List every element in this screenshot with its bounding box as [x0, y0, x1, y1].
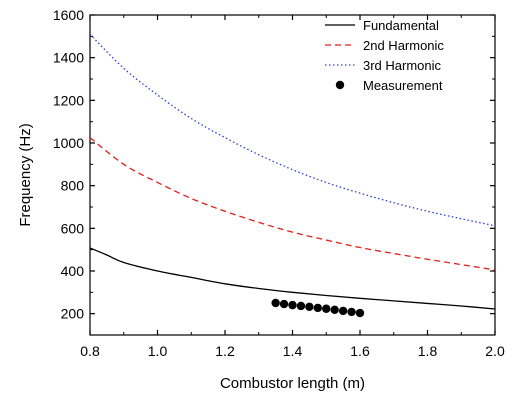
measurement-point — [305, 302, 314, 312]
x-axis-label: Combustor length (m) — [220, 375, 365, 392]
y-tick-label: 1000 — [53, 135, 84, 151]
legend-entry: Fundamental — [325, 18, 439, 33]
series-0 — [89, 247, 496, 310]
y-tick-label: 600 — [61, 220, 85, 236]
measurement-point — [288, 300, 297, 310]
y-tick-label: 1600 — [53, 7, 84, 23]
legend-entry: Measurement — [335, 78, 443, 93]
series-layer — [89, 33, 496, 318]
measurement-point — [279, 299, 289, 309]
series-line-1 — [89, 137, 496, 271]
y-axis-label: Frequency (Hz) — [17, 123, 34, 226]
x-tick-label: 1.4 — [283, 343, 303, 359]
legend-label: 2nd Harmonic — [363, 38, 444, 53]
y-tick-label: 1400 — [53, 50, 84, 66]
axes-layer: 0.8 1.0 1.2 1.4 1.6 1.8 2.0 200 400 600 800 1000 120… — [53, 7, 505, 359]
measurement-point — [338, 306, 348, 316]
x-tick-label: 1.2 — [215, 343, 235, 359]
legend-entry: 2nd Harmonic — [325, 38, 444, 53]
legend: Fundamental 2nd Harmonic 3rd Harmonic Measu… — [325, 18, 444, 93]
measurement-point — [355, 308, 365, 318]
y-tick-label: 200 — [61, 306, 85, 322]
y-tick-label: 1200 — [53, 92, 84, 108]
series-1 — [89, 137, 496, 271]
legend-marker — [335, 80, 345, 90]
measurement-point — [271, 298, 280, 308]
measurement-point — [330, 305, 339, 315]
legend-label: Fundamental — [363, 18, 439, 33]
x-tick-label: 1.8 — [418, 343, 438, 359]
y-tick-label: 800 — [61, 178, 85, 194]
x-tick-label: 1.6 — [350, 343, 370, 359]
legend-label: Measurement — [363, 78, 443, 93]
x-tick-label: 2.0 — [485, 343, 505, 359]
y-tick-label: 400 — [61, 263, 85, 279]
measurement-point — [296, 301, 306, 311]
legend-label: 3rd Harmonic — [363, 58, 442, 73]
series-line-0 — [89, 247, 496, 310]
measurement-point — [322, 304, 331, 313]
measurement-point — [347, 307, 356, 317]
measurement-point — [313, 303, 323, 313]
series-3 — [271, 298, 365, 318]
legend-entry: 3rd Harmonic — [325, 58, 442, 73]
x-tick-label: 1.0 — [148, 343, 168, 359]
x-tick-label: 0.8 — [80, 343, 100, 359]
